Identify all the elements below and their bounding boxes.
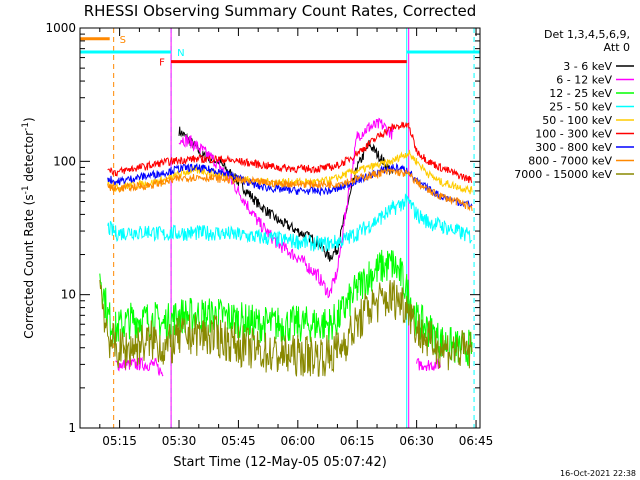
x-tick-label: 05:45 — [221, 434, 256, 448]
flag-label: N — [177, 48, 184, 59]
legend-entry-label: 300 - 800 keV — [535, 141, 612, 154]
x-tick-label: 06:30 — [399, 434, 434, 448]
y-axis-label: Corrected Count Rate (s-1 detector-1) — [21, 117, 36, 338]
y-tick-label: 10 — [61, 288, 76, 302]
y-axis-label-part2: detector — [22, 131, 36, 186]
series-line — [107, 166, 473, 212]
series-line — [107, 193, 473, 252]
legend-entry-label: 7000 - 15000 keV — [514, 168, 612, 181]
legend-entry-label: 50 - 100 keV — [542, 114, 612, 127]
x-tick-label: 06:00 — [281, 434, 316, 448]
y-tick-label: 1 — [68, 421, 76, 435]
series-layer — [99, 117, 473, 377]
series-line — [99, 279, 473, 377]
plot-frame — [79, 27, 481, 429]
y-axis-label-part1: Corrected Count Rate (s — [22, 194, 36, 338]
x-tick-label: 05:15 — [102, 434, 137, 448]
legend-entry-label: 100 - 300 keV — [535, 128, 612, 141]
footer-timestamp: 16-Oct-2021 22:38 — [560, 469, 636, 478]
x-axis-label: Start Time (12-May-05 05:07:42) — [173, 455, 387, 470]
x-tick-label: 06:45 — [459, 434, 494, 448]
y-axis-label-exp1: -1 — [21, 185, 31, 194]
x-tick-label: 05:30 — [162, 434, 197, 448]
legend-entry-label: 12 - 25 keV — [549, 87, 612, 100]
legend-title-1: Det 1,3,4,5,6,9, — [544, 28, 630, 41]
legend-title-2: Att 0 — [604, 41, 630, 54]
flag-label: S — [120, 35, 126, 46]
chart-title: RHESSI Observing Summary Count Rates, Co… — [84, 2, 477, 20]
y-tick-label: 100 — [53, 154, 76, 168]
y-axis-label-exp2: -1 — [21, 122, 31, 131]
legend-entry-label: 3 - 6 keV — [563, 60, 612, 73]
flags-layer — [80, 28, 480, 428]
flag-label: F — [159, 58, 165, 69]
legend-entry-label: 6 - 12 keV — [556, 74, 612, 87]
legend-entry-label: 800 - 7000 keV — [528, 155, 612, 168]
y-tick-label: 1000 — [45, 21, 76, 35]
x-tick-label: 06:15 — [340, 434, 375, 448]
series-line — [107, 121, 473, 184]
legend-entry-label: 25 - 50 keV — [549, 101, 612, 114]
axes-layer: 1 10 100 1000 05:15 05:30 05:45 06:00 06:15 06:30… — [45, 21, 493, 448]
y-axis-label-end: ) — [22, 117, 36, 122]
